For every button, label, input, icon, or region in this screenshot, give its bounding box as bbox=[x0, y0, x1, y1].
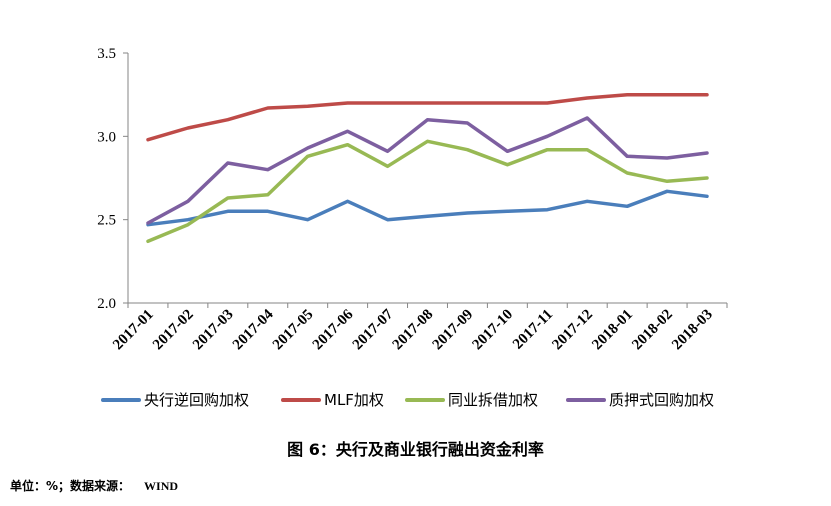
x-tick-label: 2018-02 bbox=[629, 307, 676, 354]
x-tick-label: 2017-07 bbox=[350, 306, 397, 353]
legend-label-4: 质押式回购加权 bbox=[609, 391, 714, 409]
series-line-3 bbox=[146, 139, 709, 244]
series-line-4 bbox=[146, 116, 709, 225]
source-label: 单位：%；数据来源： bbox=[10, 479, 131, 493]
x-tick-label: 2017-06 bbox=[310, 306, 357, 353]
legend-label-2: MLF加权 bbox=[324, 391, 384, 409]
x-tick-label: 2018-01 bbox=[589, 307, 636, 354]
x-tick-label: 2017-01 bbox=[110, 307, 157, 354]
y-tick-label: 3.5 bbox=[97, 46, 116, 62]
source-name: WIND bbox=[144, 479, 179, 493]
line-chart: 2.0 2.5 3.0 3.5 2017-012017-022017-032017-04… bbox=[97, 46, 728, 409]
x-tick-label: 2017-04 bbox=[230, 306, 277, 353]
chart-legend: 央行逆回购加权 MLF加权 同业拆借加权 质押式回购加权 bbox=[101, 391, 714, 409]
x-tick-label: 2017-09 bbox=[430, 307, 477, 354]
legend-label-1: 央行逆回购加权 bbox=[144, 391, 249, 409]
x-tick-label: 2017-08 bbox=[390, 307, 437, 354]
y-tick-label: 2.0 bbox=[97, 296, 116, 312]
x-tick-label: 2017-02 bbox=[150, 307, 197, 354]
x-tick-label: 2017-03 bbox=[190, 307, 237, 354]
x-tick-label: 2017-05 bbox=[270, 307, 317, 354]
legend-label-3: 同业拆借加权 bbox=[448, 391, 538, 409]
x-tick-label: 2017-12 bbox=[549, 307, 596, 354]
x-tick-label: 2017-11 bbox=[510, 307, 556, 353]
y-tick-label: 3.0 bbox=[97, 129, 116, 145]
source-note: 单位：%；数据来源： WIND bbox=[10, 477, 178, 494]
figure-caption: 图 6：央行及商业银行融出资金利率 bbox=[287, 440, 544, 459]
y-tick-label: 2.5 bbox=[97, 213, 116, 229]
series-line-2 bbox=[146, 92, 709, 142]
x-tick-label: 2018-03 bbox=[669, 307, 716, 354]
series-line-1 bbox=[146, 189, 709, 227]
chart-series-layer bbox=[146, 92, 709, 244]
x-tick-label: 2017-10 bbox=[470, 307, 517, 354]
